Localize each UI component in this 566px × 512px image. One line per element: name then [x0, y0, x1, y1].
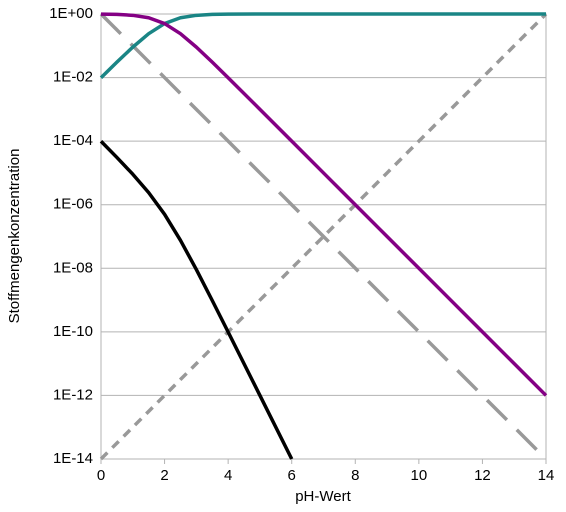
x-tick-label: 4	[224, 467, 232, 484]
y-axis-label: Stoffmengenkonzentration	[6, 149, 23, 324]
x-tick-label: 0	[97, 467, 105, 484]
y-tick-label: 1E-08	[53, 259, 93, 276]
x-tick-label: 10	[411, 467, 428, 484]
x-tick-label: 12	[474, 467, 491, 484]
series-line	[99, 12, 548, 461]
y-tick-label: 1E-02	[53, 69, 93, 86]
y-tick-label: 1E-10	[53, 323, 93, 340]
x-tick-label: 6	[288, 467, 296, 484]
series-line	[99, 12, 546, 79]
series-line	[99, 140, 294, 460]
x-tick-label: 2	[160, 467, 168, 484]
y-tick-label: 1E-14	[53, 450, 93, 467]
series-line	[100, 12, 548, 397]
y-tick-label: 1E+00	[49, 5, 93, 22]
x-tick-label: 8	[351, 467, 359, 484]
x-axis-label: pH-Wert	[295, 488, 351, 505]
series-line	[99, 12, 548, 461]
y-tick-label: 1E-06	[53, 196, 93, 213]
x-tick-label: 14	[538, 467, 555, 484]
y-tick-label: 1E-04	[53, 132, 93, 149]
y-tick-label: 1E-12	[53, 386, 93, 403]
